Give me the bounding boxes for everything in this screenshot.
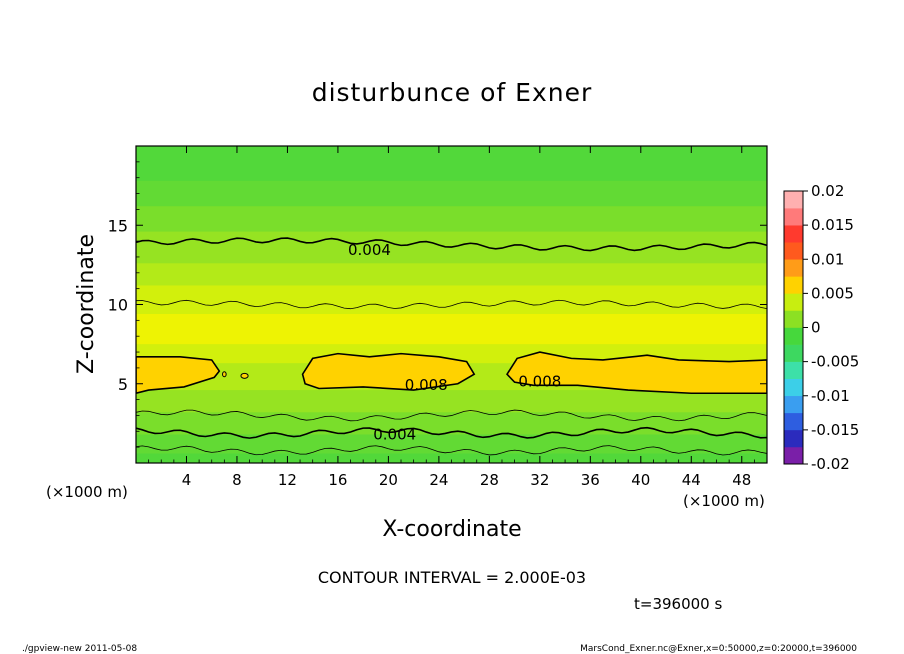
footer-left: ./gpview-new 2011-05-08 [22, 644, 137, 654]
colorbar-segment [784, 327, 803, 345]
x-tick-label: 36 [581, 471, 600, 489]
colorbar-segment [784, 293, 803, 311]
contour-band [302, 353, 475, 391]
time-label: t=396000 s [634, 595, 722, 613]
colorbar-tick-label: -0.02 [811, 455, 850, 473]
contour-label: 0.008 [405, 376, 448, 394]
colorbar-segment [784, 310, 803, 328]
colorbar-segment [784, 225, 803, 243]
contour-interval-text: CONTOUR INTERVAL = 2.000E-03 [318, 568, 586, 587]
contour-line [136, 237, 767, 252]
filled-contour-bands [136, 146, 767, 463]
colorbar-segment [784, 446, 803, 465]
contour-line [136, 299, 767, 310]
contour-label: 0.004 [373, 426, 416, 444]
x-tick-label: 16 [328, 471, 347, 489]
y-axis-label: Z-coordinate [74, 234, 99, 374]
x-tick-label: 32 [530, 471, 549, 489]
contour-line [240, 372, 249, 379]
colorbar: 0.02 0.015 0.01 0.005 0 -0.005 -0.01 -0.015 -0.0… [784, 182, 859, 473]
contour-line [506, 351, 767, 395]
colorbar-frame [783, 190, 804, 465]
colorbar-tick-label: 0.015 [811, 216, 854, 234]
contour-line [136, 445, 767, 456]
contour-band [136, 314, 767, 345]
footer-right: MarsCond_Exner.nc@Exner,x=0:50000,z=0:20… [580, 644, 857, 654]
colorbar-segment [784, 208, 803, 226]
colorbar-segment [784, 191, 803, 209]
contour-lines [136, 237, 767, 456]
contour-band [507, 352, 767, 394]
colorbar-segment [784, 344, 803, 362]
colorbar-segment [784, 242, 803, 260]
colorbar-tick-label: -0.015 [811, 421, 859, 439]
colorbar-tick-label: -0.005 [811, 353, 859, 371]
x-unit-left: (×1000 m) [46, 483, 128, 501]
x-tick-label: 12 [278, 471, 297, 489]
x-tick-label: 40 [631, 471, 650, 489]
x-tick-label: 28 [480, 471, 499, 489]
contour-line [222, 371, 227, 378]
colorbar-segment [784, 361, 803, 379]
contour-band [136, 356, 220, 394]
contour-line [136, 426, 767, 439]
chart-title: disturbunce of Exner [312, 78, 593, 107]
colorbar-segment [784, 276, 803, 294]
x-tick-label: 20 [379, 471, 398, 489]
colorbar-tick-label: -0.01 [811, 387, 850, 405]
x-tick-label: 4 [182, 471, 192, 489]
x-tick-label: 44 [682, 471, 701, 489]
colorbar-segment [784, 412, 803, 431]
y-axis: 5 10 15 [108, 161, 767, 448]
contour-label: 0.004 [348, 241, 391, 259]
colorbar-tick-label: 0.005 [811, 284, 854, 302]
y-tick-label: 5 [118, 375, 128, 394]
x-tick-label: 24 [429, 471, 448, 489]
colorbar-tick-label: 0.01 [811, 250, 844, 268]
plot-area [136, 146, 767, 463]
contour-label: 0.008 [518, 373, 561, 391]
x-axis-label: X-coordinate [382, 517, 521, 542]
x-axis: 4 8 12 16 20 24 28 32 36 40 44 48 [148, 146, 755, 489]
x-tick-label: 48 [732, 471, 751, 489]
colorbar-tick-label: 0 [811, 319, 821, 337]
y-tick-label: 15 [108, 216, 128, 235]
contour-line [301, 352, 476, 391]
contour-line [136, 356, 221, 395]
colorbar-tick-label: 0.02 [811, 182, 844, 200]
x-tick-label: 8 [232, 471, 242, 489]
contour-label-group: 0.004 0.008 0.008 0.004 [348, 241, 561, 444]
colorbar-segment [784, 378, 803, 397]
y-tick-label: 10 [108, 296, 128, 315]
colorbar-segment [784, 395, 803, 414]
contour-line [136, 409, 767, 422]
colorbar-segment [784, 259, 803, 277]
colorbar-segment [784, 429, 803, 448]
x-unit-right: (×1000 m) [683, 492, 765, 510]
